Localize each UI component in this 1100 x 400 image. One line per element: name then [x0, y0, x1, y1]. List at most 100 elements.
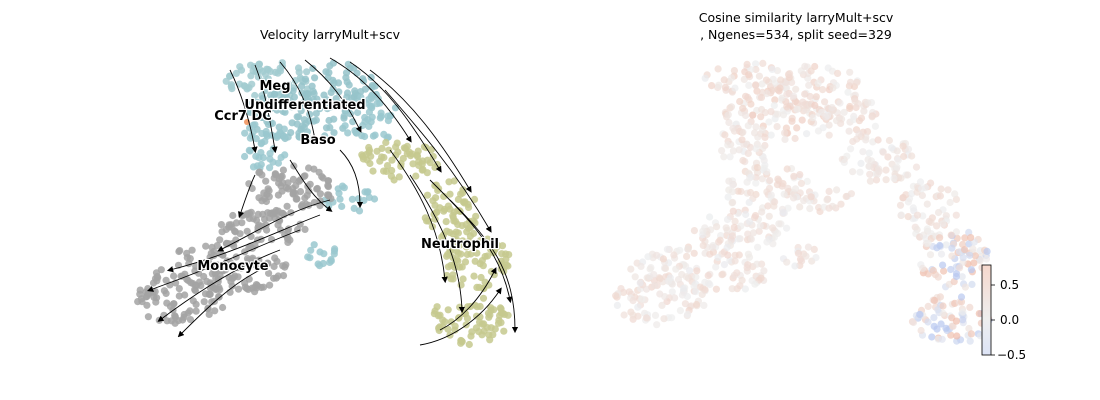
embedding-point: [227, 81, 235, 89]
embedding-point: [284, 235, 292, 243]
cosine-point: [924, 318, 932, 326]
cosine-point: [660, 315, 668, 323]
embedding-point: [324, 183, 332, 191]
cosine-point: [948, 252, 956, 260]
cosine-point: [884, 153, 892, 161]
embedding-point: [232, 69, 240, 77]
cosine-point: [765, 118, 773, 126]
cosine-point: [874, 170, 882, 178]
cosine-point: [803, 130, 811, 138]
embedding-point: [490, 306, 498, 314]
embedding-point: [266, 164, 274, 172]
embedding-point: [367, 73, 375, 81]
cosine-point: [814, 127, 823, 135]
cosine-point: [803, 177, 811, 185]
embedding-point: [237, 66, 246, 74]
embedding-point: [290, 93, 298, 101]
cosine-point: [798, 257, 806, 265]
cosine-point: [716, 236, 724, 244]
cosine-point: [742, 210, 750, 219]
cosine-point: [751, 280, 759, 288]
embedding-point: [137, 295, 146, 303]
embedding-point: [471, 257, 479, 265]
cosine-point: [752, 65, 760, 74]
cosine-point: [752, 81, 760, 89]
embedding-point: [274, 191, 282, 199]
velocity-panel: Velocity larryMult+scv Meg Undifferentia…: [134, 27, 519, 349]
embedding-point: [271, 254, 279, 262]
cosine-point: [897, 174, 905, 182]
embedding-point: [461, 258, 470, 266]
cosine-point: [634, 303, 642, 311]
cosine-point: [661, 293, 669, 301]
cosine-point: [757, 274, 765, 282]
cosine-point: [745, 198, 753, 206]
embedding-point: [163, 317, 171, 325]
cosine-point: [917, 326, 925, 335]
cosine-point: [934, 273, 942, 281]
embedding-point: [279, 262, 287, 270]
cosine-point: [775, 220, 783, 228]
embedding-point: [435, 326, 443, 335]
embedding-point: [289, 100, 297, 108]
embedding-point: [277, 173, 285, 181]
cosine-point: [788, 117, 796, 125]
embedding-point: [249, 215, 257, 223]
embedding-point: [318, 173, 326, 181]
streamline: [449, 199, 519, 334]
embedding-point: [442, 218, 450, 226]
embedding-point: [473, 283, 481, 291]
embedding-point: [270, 90, 279, 98]
cosine-point: [924, 239, 932, 247]
cosine-point: [825, 131, 833, 139]
streamline: [304, 59, 362, 133]
embedding-point: [393, 139, 401, 147]
cosine-point: [737, 222, 745, 230]
embedding-point: [265, 193, 273, 201]
cosine-point: [683, 292, 692, 301]
embedding-point: [180, 313, 188, 321]
cosine-point: [934, 306, 942, 314]
embedding-point: [380, 153, 388, 162]
embedding-point: [216, 236, 224, 244]
cluster-label-neutrophil: Neutrophil: [421, 237, 499, 252]
cosine-point: [736, 97, 744, 106]
cosine-point: [918, 185, 926, 193]
streamline: [147, 229, 301, 292]
cosine-point: [754, 243, 762, 251]
cosine-point: [634, 312, 642, 320]
embedding-point: [332, 95, 340, 103]
embedding-point: [259, 67, 267, 75]
embedding-point: [263, 226, 271, 234]
embedding-point: [225, 274, 233, 282]
cluster-labels: Meg Undifferentiated Ccr7 DC Baso Neutro…: [196, 78, 500, 276]
cosine-point: [821, 98, 829, 106]
cosine-point: [967, 330, 976, 338]
cosine-point: [671, 294, 679, 302]
cosine-point: [966, 303, 974, 311]
cosine-point: [749, 229, 758, 237]
embedding-point: [342, 74, 350, 82]
streamline: [238, 174, 256, 218]
cosine-point: [860, 107, 868, 115]
cosine-point: [651, 311, 660, 319]
embedding-point: [266, 281, 274, 289]
cosine-point: [776, 84, 784, 92]
cosine-point: [807, 193, 815, 201]
cosine-point: [629, 297, 637, 305]
cosine-point: [724, 111, 732, 119]
embedding-point: [451, 326, 459, 334]
cosine-point: [741, 285, 750, 293]
embedding-point: [257, 149, 265, 157]
cosine-point: [729, 207, 737, 215]
embedding-point: [440, 207, 448, 215]
cosine-point: [913, 211, 922, 219]
cosine-point: [720, 76, 728, 84]
cosine-point: [742, 111, 750, 120]
cosine-point: [938, 335, 946, 343]
embedding-point: [360, 77, 368, 85]
embedding-point: [497, 309, 505, 317]
cosine-point: [731, 217, 739, 225]
embedding-point: [258, 197, 266, 205]
cosine-point: [809, 114, 817, 122]
